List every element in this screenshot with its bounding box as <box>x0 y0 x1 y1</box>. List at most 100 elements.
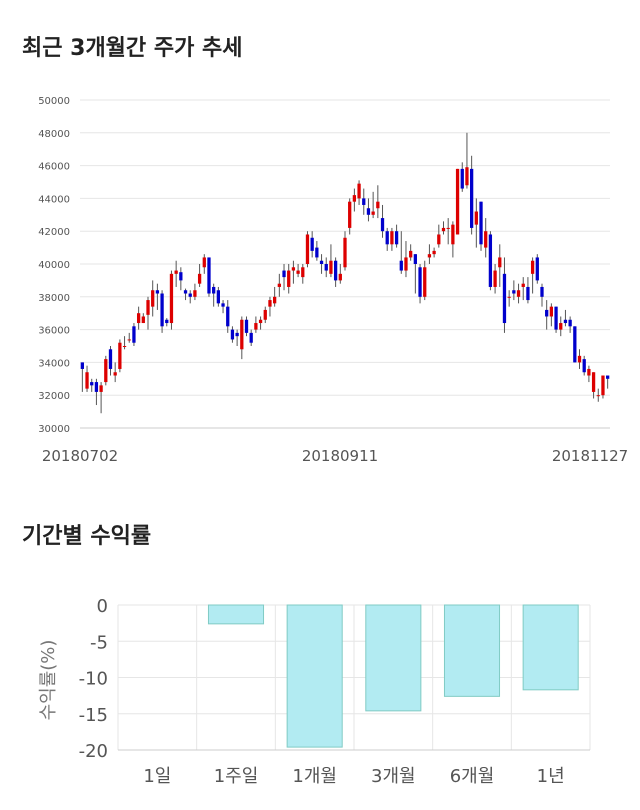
candle-body <box>380 218 385 232</box>
candle-body <box>249 332 253 343</box>
candle-body <box>343 237 347 268</box>
candle-body <box>352 195 357 202</box>
candle <box>498 244 502 287</box>
candle <box>258 316 263 330</box>
price-candles <box>80 132 610 414</box>
candle <box>108 346 113 376</box>
candle-body <box>174 270 178 274</box>
candle-body <box>122 346 127 347</box>
candle <box>80 362 84 392</box>
candle <box>601 375 605 399</box>
price-x-tick-label: 20180702 <box>42 447 118 465</box>
price-y-tick-label: 48000 <box>38 129 70 140</box>
candle <box>465 132 469 189</box>
candle <box>437 224 441 248</box>
candle <box>319 254 324 274</box>
candle <box>333 257 338 287</box>
candle-body <box>441 227 446 232</box>
candle-body <box>169 273 174 324</box>
candle-body <box>141 316 145 324</box>
candle-body <box>212 286 216 294</box>
return-x-tick-label: 1주일 <box>214 766 259 787</box>
candle-body <box>530 260 535 274</box>
candle <box>441 221 446 235</box>
candle-body <box>324 264 328 271</box>
candle-body <box>113 372 117 376</box>
candle-body <box>193 290 197 297</box>
candle-body <box>94 382 99 392</box>
candle <box>221 300 225 314</box>
candle-body <box>526 286 530 301</box>
candle <box>423 260 427 301</box>
candle-body <box>273 296 277 304</box>
return-bar <box>443 604 501 697</box>
candle-body <box>423 267 427 297</box>
candle <box>146 296 150 330</box>
candle <box>188 290 192 304</box>
candle <box>366 198 371 222</box>
return-bar <box>365 604 422 712</box>
return-bar <box>522 604 579 691</box>
return-y-tick-label: 0 <box>97 596 108 617</box>
candle <box>169 270 174 330</box>
candle <box>155 283 160 310</box>
candle <box>230 326 235 343</box>
candle-body <box>484 231 488 248</box>
candle-body <box>413 254 417 264</box>
candle <box>118 339 122 373</box>
candle <box>99 382 103 414</box>
candle-body <box>319 260 324 264</box>
candle <box>207 257 211 297</box>
candle <box>390 227 394 251</box>
candle-body <box>80 362 84 369</box>
candle <box>343 231 347 271</box>
price-x-ticks: 20180702 20180911 20181127 <box>42 447 628 465</box>
candle <box>287 264 291 294</box>
candle <box>568 316 572 333</box>
candle <box>455 168 460 235</box>
return-y-tick-label: -15 <box>79 705 108 726</box>
candle <box>165 318 169 327</box>
candle-body <box>254 323 258 330</box>
price-y-tick-label: 40000 <box>38 260 70 271</box>
candle-body <box>202 257 206 268</box>
candle-body <box>507 296 511 298</box>
candle-body <box>127 339 131 341</box>
candle <box>554 306 558 333</box>
candle <box>484 218 488 258</box>
candle-body <box>338 273 342 281</box>
candle <box>141 313 145 324</box>
candle-body <box>469 168 474 228</box>
candle <box>549 303 554 327</box>
candle <box>577 349 582 369</box>
candle-body <box>287 270 291 287</box>
candle-body <box>601 375 605 396</box>
price-x-tick-label: 20181127 <box>552 447 628 465</box>
candle-body <box>282 270 286 278</box>
candle <box>526 277 530 304</box>
candle-body <box>404 257 408 271</box>
candle <box>479 201 483 251</box>
candle-body <box>559 323 563 330</box>
candle-body <box>179 272 183 281</box>
candle-body <box>563 319 568 324</box>
return-grid <box>117 604 591 751</box>
candle <box>244 316 249 337</box>
candle <box>352 188 357 212</box>
candle-body <box>268 300 272 307</box>
candle <box>521 277 525 301</box>
candle <box>254 316 258 333</box>
candle-body <box>155 290 160 294</box>
candle <box>226 300 230 333</box>
candle <box>90 378 94 392</box>
candle-body <box>362 198 366 205</box>
candle <box>136 306 141 330</box>
candle-body <box>512 290 516 294</box>
candle-body <box>146 300 150 315</box>
candle-body <box>479 201 483 245</box>
candle-body <box>535 257 539 281</box>
candle-body <box>85 372 89 389</box>
candle-body <box>277 283 281 287</box>
candle <box>596 388 600 402</box>
price-y-tick-label: 44000 <box>38 194 70 205</box>
